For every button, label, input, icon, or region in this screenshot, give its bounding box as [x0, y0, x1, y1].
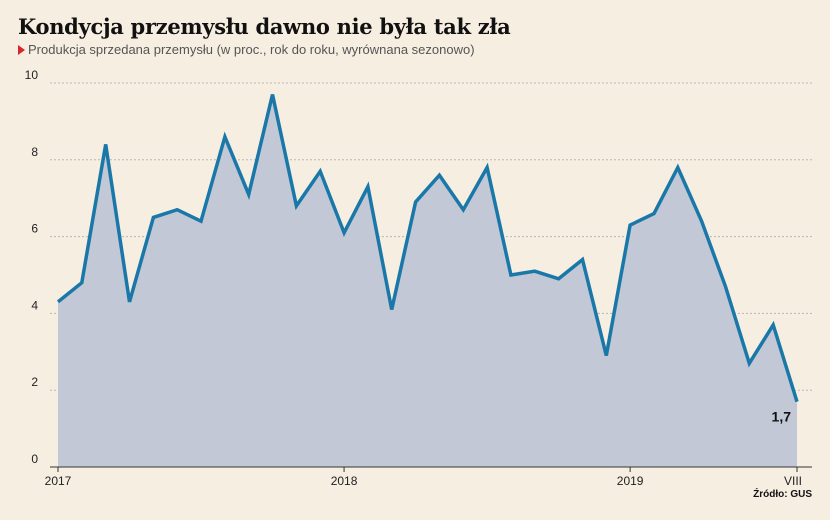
y-axis-ticks: 0 2 4 6 8 10: [25, 68, 39, 466]
x-axis-ticks: 2017 2018 2019 VIII: [45, 467, 802, 488]
chart-subtitle-text: Produkcja sprzedana przemysłu (w proc., …: [28, 42, 475, 57]
x-tick-label: 2018: [331, 474, 358, 488]
y-tick-label: 10: [25, 68, 39, 82]
x-tick-label: 2019: [617, 474, 644, 488]
chart-title: Kondycja przemysłu dawno nie była tak zł…: [18, 14, 511, 39]
series-line: [56, 94, 799, 403]
y-tick-label: 4: [31, 298, 38, 312]
series-area: [58, 94, 797, 467]
y-tick-label: 0: [31, 452, 38, 466]
source-note: Źródło: GUS: [753, 489, 812, 500]
y-tick-label: 2: [31, 375, 38, 389]
last-value-label: 1,7: [772, 409, 792, 425]
chart-subtitle: Produkcja sprzedana przemysłu (w proc., …: [18, 42, 475, 57]
x-tick-label: 2017: [45, 474, 72, 488]
data-labels: 1,7: [772, 409, 792, 425]
y-tick-label: 8: [31, 145, 38, 159]
x-tick-label: VIII: [784, 474, 802, 488]
red-triangle-icon: [18, 45, 25, 55]
y-tick-label: 6: [31, 222, 38, 236]
